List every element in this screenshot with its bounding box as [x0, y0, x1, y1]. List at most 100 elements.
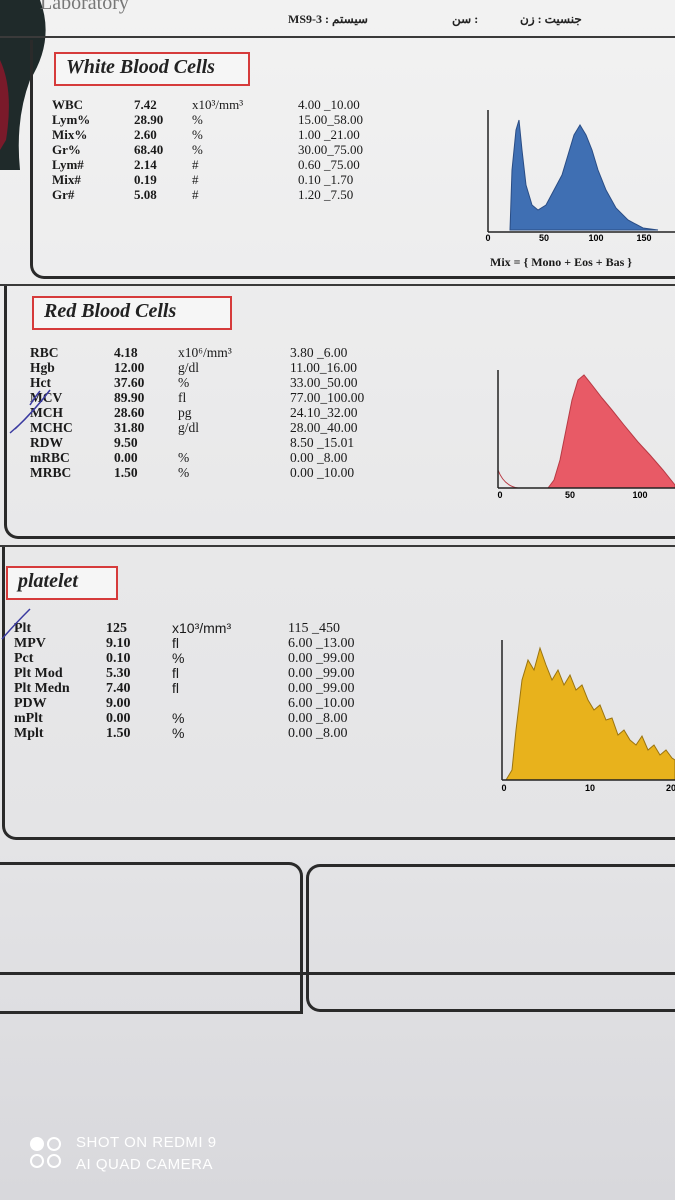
plt-units-item: fl — [172, 665, 179, 681]
plt-param-names: Plt MPV Pct Plt Mod Plt Medn PDW mPlt Mplt — [14, 619, 70, 741]
plt-units-item: % — [172, 710, 185, 726]
plt-ranges-item: 0.00 _99.00 — [288, 666, 355, 681]
rbc-names-item: MCHC — [30, 420, 73, 435]
wbc-ranges: 4.00 _10.00 15.00_58.00 1.00 _21.00 30.00_7… — [298, 97, 363, 202]
wbc-names-item: Gr% — [52, 142, 81, 157]
wbc-ranges-item: 0.60 _75.00 — [298, 157, 360, 172]
wbc-panel — [30, 40, 675, 279]
plt-histogram-area — [505, 646, 675, 781]
wbc-tick-1: 50 — [539, 233, 549, 243]
lower-divider — [0, 972, 675, 975]
plt-ranges-item: 0.00 _99.00 — [288, 651, 355, 666]
camera-logo-icon — [30, 1137, 61, 1168]
plt-ranges-item: 0.00 _8.00 — [288, 726, 348, 741]
plt-ranges-item: 6.00 _10.00 — [288, 696, 355, 711]
plt-vals-item: 9.00 — [106, 696, 131, 711]
rbc-units-item — [178, 435, 232, 450]
wbc-names-item: Gr# — [52, 187, 75, 202]
rbc-ranges-item: 77.00_100.00 — [290, 390, 365, 405]
plt-vals-item: 0.10 — [106, 651, 131, 666]
plt-ranges-item: 6.00 _13.00 — [288, 636, 355, 651]
wbc-units-item: # — [192, 157, 199, 172]
rbc-tick-0: 0 — [497, 490, 502, 500]
plt-units-item: % — [172, 725, 185, 741]
rbc-ranges: 3.80 _6.00 11.00_16.00 33.00_50.00 77.00_10… — [290, 345, 364, 480]
plt-names-item: Mplt — [14, 726, 44, 741]
wbc-tick-2: 100 — [588, 233, 603, 243]
wbc-units: x10³/mm³%%% # # # — [192, 97, 243, 202]
wbc-ranges-item: 0.10 _1.70 — [298, 172, 354, 187]
rbc-vals-item: 0.00 — [114, 450, 138, 465]
plt-names-item: Plt Mod — [14, 666, 63, 681]
wbc-caption: Mix = { Mono + Eos + Bas } — [490, 255, 632, 269]
wbc-names-item: Lym% — [52, 112, 91, 127]
plt-panel — [2, 547, 675, 840]
rbc-vals-item: 31.80 — [114, 420, 145, 435]
wbc-vals-item: 2.60 — [134, 127, 157, 142]
plt-values: 125 9.10 0.10 5.30 7.40 9.00 0.00 1.50 — [106, 619, 131, 741]
handwritten-check-mark — [1, 608, 31, 640]
plt-title: platelet — [6, 566, 118, 600]
plt-tick-2: 20 — [666, 783, 675, 793]
rbc-names-item: Hct — [30, 375, 51, 390]
wbc-param-names: WBC Lym% Mix% Gr% Lym# Mix# Gr# — [52, 97, 90, 202]
sample-code: MS9-3 : سیستم — [288, 12, 368, 26]
rbc-tick-2: 100 — [632, 490, 647, 500]
plt-vals-item: 1.50 — [106, 726, 131, 741]
wbc-units-item: x10³/mm³ — [192, 97, 244, 112]
wbc-vals-item: 7.42 — [134, 97, 157, 112]
rbc-top-divider — [0, 284, 675, 286]
plt-vals-item: 0.00 — [106, 711, 131, 726]
plt-tick-1: 10 — [585, 783, 595, 793]
rbc-ranges-item: 0.00 _8.00 — [290, 450, 348, 465]
rbc-vals-item: 4.18 — [114, 345, 138, 360]
rbc-units: x10⁶/mm³ g/dl% fl pg g/dl%% — [178, 345, 232, 480]
empty-box-right — [306, 864, 675, 1012]
plt-names-item: MPV — [14, 636, 46, 651]
plt-units-item: % — [172, 650, 185, 666]
rbc-units-item: pg — [178, 405, 192, 420]
rbc-units-item: fl — [178, 390, 187, 405]
rbc-vals-item: 1.50 — [114, 465, 138, 480]
wbc-names-item: Mix% — [52, 127, 88, 142]
plt-units-item: x10³/mm³ — [172, 620, 232, 636]
empty-box-left — [0, 862, 303, 1014]
plt-names-item: mPlt — [14, 711, 43, 726]
rbc-ranges-item: 8.50 _15.01 — [290, 435, 355, 450]
wbc-ranges-item: 1.00 _21.00 — [298, 127, 360, 142]
handwritten-check-marks — [9, 389, 51, 434]
rbc-vals-item: 9.50 — [114, 435, 138, 450]
wbc-ranges-item: 1.20 _7.50 — [298, 187, 354, 202]
wbc-vals-item: 2.14 — [134, 157, 157, 172]
plt-ranges: 115 _450 6.00 _13.00 0.00 _99.00 0.00 _99.0… — [288, 619, 355, 741]
plt-ranges-item: 0.00 _8.00 — [288, 711, 348, 726]
wbc-ranges-item: 30.00_75.00 — [298, 142, 363, 157]
rbc-ranges-item: 11.00_16.00 — [290, 360, 357, 375]
wbc-tick-3: 150 — [636, 233, 651, 243]
plt-units-item: fl — [172, 635, 179, 651]
lab-title-fragment: Laboratory — [40, 0, 129, 14]
rbc-names-item: RDW — [30, 435, 63, 450]
rbc-names-item: MCH — [30, 405, 63, 420]
rbc-vals-item: 89.90 — [114, 390, 145, 405]
rbc-names-item: mRBC — [30, 450, 70, 465]
wbc-units-item: # — [192, 187, 199, 202]
plt-names-item: Plt — [14, 621, 32, 636]
wbc-names-item: Mix# — [52, 172, 81, 187]
rbc-vals-item: 12.00 — [114, 360, 145, 375]
plt-units: x10³/mm³ fl% fl fl%% — [172, 619, 232, 741]
plt-names-item: PDW — [14, 696, 47, 711]
wbc-histogram: 0 50 100 150 — [485, 110, 675, 243]
watermark-line-1: SHOT ON REDMI 9 — [76, 1134, 217, 1151]
rbc-ranges-item: 24.10_32.00 — [290, 405, 358, 420]
wbc-histogram-area — [509, 119, 659, 231]
rbc-histogram-area — [547, 374, 675, 489]
age-label: سن : — [452, 12, 479, 26]
wbc-vals-item: 0.19 — [134, 172, 157, 187]
rbc-names-item: RBC — [30, 345, 59, 360]
wbc-vals-item: 28.90 — [134, 112, 164, 127]
rbc-names-item: MRBC — [30, 465, 72, 480]
plt-histogram: 0 10 20 — [501, 640, 675, 793]
rbc-names-item: Hgb — [30, 360, 55, 375]
wbc-units-item: % — [192, 112, 203, 127]
